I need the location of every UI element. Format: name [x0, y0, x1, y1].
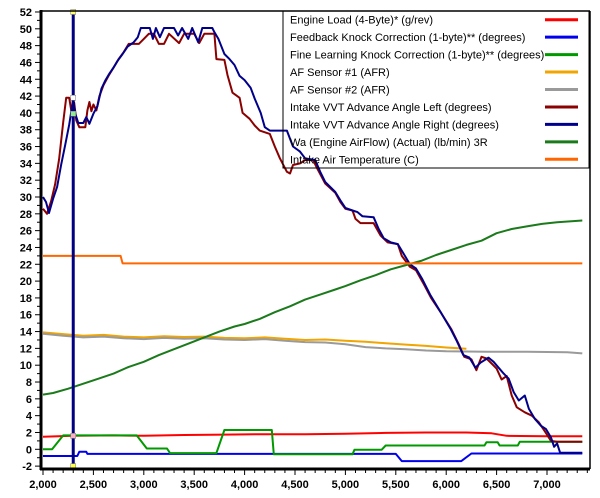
y-tick-label: 12 [20, 343, 32, 355]
y-tick-label: 30 [20, 192, 32, 204]
y-tick-label: 20 [20, 276, 32, 288]
legend-item[interactable]: Intake VVT Advance Angle Left (degrees) [290, 102, 578, 114]
y-tick-label: -2 [22, 461, 32, 473]
x-tick-label: 5,000 [332, 479, 360, 491]
series-line-8 [43, 254, 583, 265]
legend-box [282, 10, 590, 169]
y-tick-label: 44 [20, 74, 33, 86]
y-tick-label: 22 [20, 259, 32, 271]
series-line-6 [42, 27, 583, 454]
axis-ticks [35, 11, 588, 475]
x-tick-label: 3,000 [130, 479, 158, 491]
y-tick-label: 8 [26, 377, 32, 389]
legend: Engine Load (4-Byte)* (g/rev) Feedback Kn… [282, 10, 590, 169]
legend-item-label: AF Sensor #1 (AFR) [290, 67, 390, 79]
x-tick-label: 4,000 [231, 479, 259, 491]
legend-item[interactable]: AF Sensor #1 (AFR) [290, 67, 578, 79]
legend-item[interactable]: Intake VVT Advance Angle Right (degrees) [290, 119, 578, 131]
legend-item[interactable]: Wa (Engine AirFlow) (Actual) (lb/min) 3R [290, 137, 578, 149]
y-tick-label: 2 [26, 427, 32, 439]
legend-item[interactable]: Fine Learning Knock Correction (1-byte)*… [290, 50, 578, 62]
x-tick-label: 2,000 [29, 479, 57, 491]
cursor-marker [70, 95, 76, 101]
y-tick-label: 6 [26, 394, 32, 406]
y-tick-label: 48 [20, 41, 32, 53]
legend-item[interactable]: Feedback Knock Correction (1-byte)** (de… [290, 32, 578, 44]
x-tick-label: 3,500 [180, 479, 208, 491]
cursor-marker [70, 433, 76, 439]
y-tick-label: 46 [20, 57, 32, 69]
legend-item-label: Intake VVT Advance Angle Left (degrees) [290, 102, 492, 114]
y-tick-label: 36 [20, 142, 32, 154]
x-axis-labels: 2,000 2,500 3,000 3,500 4,000 4,500 5,000 5,500… [29, 479, 561, 491]
y-tick-label: 4 [26, 411, 33, 423]
series-line-3 [42, 331, 467, 350]
x-tick-label: 6,500 [483, 479, 511, 491]
y-tick-label: 40 [20, 108, 32, 120]
x-tick-label: 4,500 [281, 479, 309, 491]
y-tick-label: 26 [20, 226, 32, 238]
legend-item[interactable]: Intake Air Temperature (C) [290, 154, 578, 166]
series-lines [42, 27, 583, 463]
y-tick-label: 10 [20, 360, 32, 372]
y-tick-label: 52 [20, 7, 32, 19]
y-tick-label: 24 [20, 242, 33, 254]
legend-item-label: Fine Learning Knock Correction (1-byte)*… [290, 50, 544, 62]
legend-item-label: Engine Load (4-Byte)* (g/rev) [290, 15, 433, 27]
legend-item[interactable]: Engine Load (4-Byte)* (g/rev) [290, 15, 578, 27]
x-tick-label: 7,000 [533, 479, 561, 491]
y-tick-label: 42 [20, 91, 32, 103]
cursor-marker [70, 110, 76, 117]
legend-item-label: Intake VVT Advance Angle Right (degrees) [290, 119, 499, 131]
x-tick-label: 2,500 [80, 479, 108, 491]
y-tick-label: 38 [20, 125, 32, 137]
legend-item-label: Intake Air Temperature (C) [290, 154, 419, 166]
series-line-1 [43, 450, 583, 463]
y-tick-label: 32 [20, 175, 32, 187]
legend-item[interactable]: AF Sensor #2 (AFR) [290, 85, 578, 97]
y-tick-label: 14 [20, 327, 33, 339]
y-tick-label: 34 [20, 158, 33, 170]
legend-item-label: Wa (Engine AirFlow) (Actual) (lb/min) 3R [290, 137, 488, 149]
y-axis-labels: -202468101214161820222426283032343638404… [20, 7, 33, 473]
cursor-group[interactable] [70, 9, 76, 469]
y-tick-label: 18 [20, 293, 32, 305]
legend-item-label: Feedback Knock Correction (1-byte)** (de… [290, 32, 525, 44]
cursor-marker [70, 9, 76, 15]
x-tick-label: 5,500 [382, 479, 410, 491]
series-line-4 [42, 332, 583, 355]
y-tick-label: 50 [20, 24, 32, 36]
series-line-7 [42, 219, 583, 396]
y-tick-label: 16 [20, 310, 32, 322]
series-line-2 [43, 429, 583, 456]
legend-item-label: AF Sensor #2 (AFR) [290, 85, 390, 97]
y-tick-label: 28 [20, 209, 32, 221]
plot-border [39, 10, 591, 471]
y-tick-label: 0 [26, 444, 32, 456]
x-tick-label: 6,000 [432, 479, 460, 491]
